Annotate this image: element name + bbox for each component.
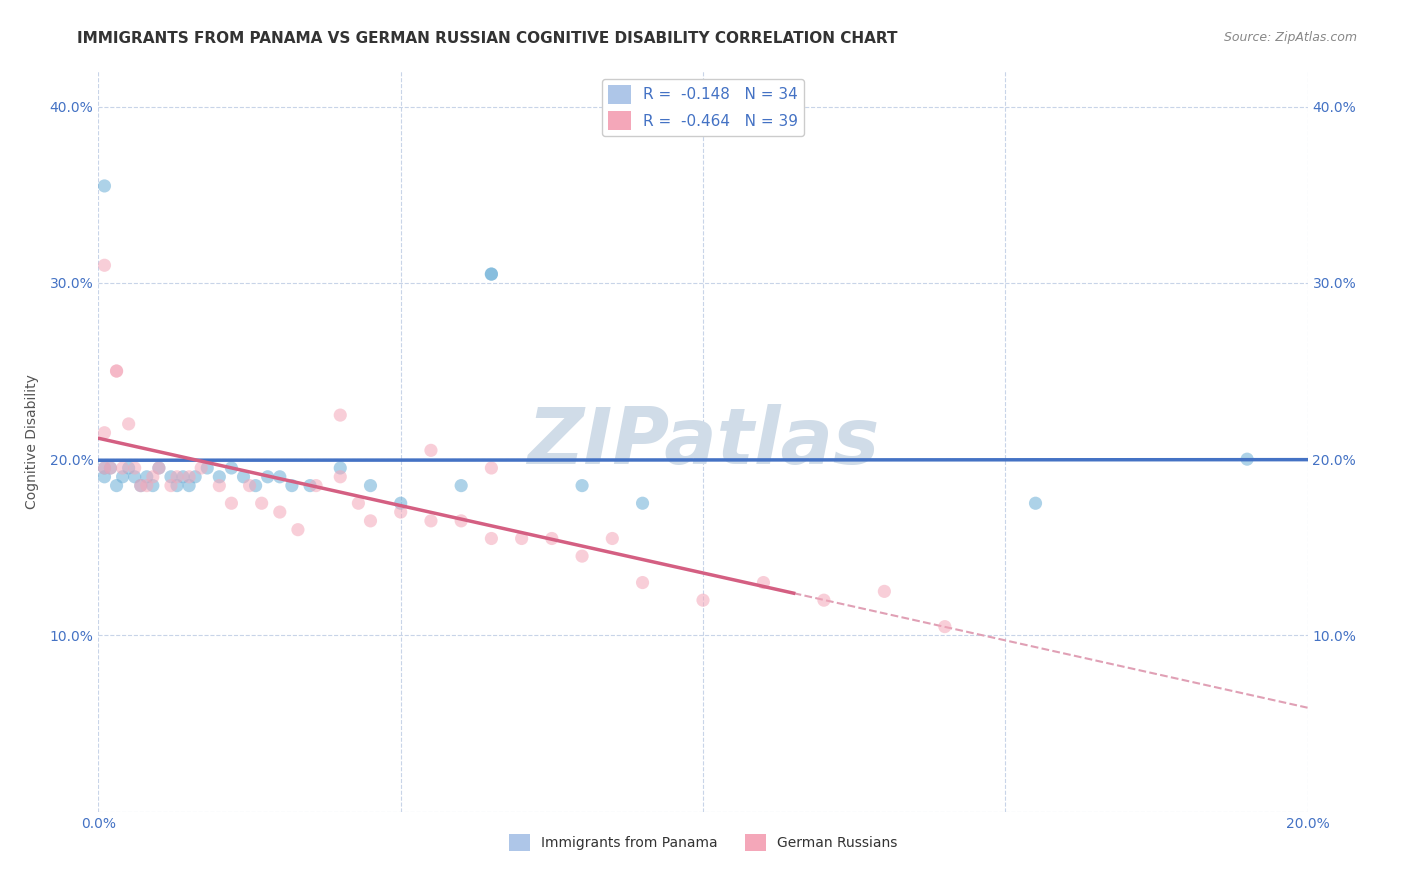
Point <box>208 470 231 484</box>
Point <box>142 478 165 492</box>
Point <box>172 470 194 484</box>
Point <box>232 470 254 484</box>
Point <box>481 532 503 546</box>
Text: ZIPatlas: ZIPatlas <box>527 403 879 480</box>
Point <box>93 258 115 272</box>
Point <box>389 505 412 519</box>
Point <box>481 267 503 281</box>
Point <box>571 549 593 563</box>
Text: IMMIGRANTS FROM PANAMA VS GERMAN RUSSIAN COGNITIVE DISABILITY CORRELATION CHART: IMMIGRANTS FROM PANAMA VS GERMAN RUSSIAN… <box>77 31 898 46</box>
Point <box>93 425 115 440</box>
Point <box>93 461 115 475</box>
Point <box>287 523 309 537</box>
Point <box>360 478 382 492</box>
Point <box>195 461 218 475</box>
Point <box>118 417 141 431</box>
Point <box>179 478 201 492</box>
Point <box>184 470 207 484</box>
Point <box>93 461 115 475</box>
Text: Source: ZipAtlas.com: Source: ZipAtlas.com <box>1223 31 1357 45</box>
Point <box>166 470 188 484</box>
Point <box>221 496 243 510</box>
Point <box>100 461 122 475</box>
Point <box>239 478 262 492</box>
Point <box>481 267 503 281</box>
Point <box>118 461 141 475</box>
Point <box>813 593 835 607</box>
Point <box>129 478 152 492</box>
Point <box>166 478 188 492</box>
Point <box>105 364 128 378</box>
Point <box>142 470 165 484</box>
Point <box>160 470 183 484</box>
Point <box>221 461 243 475</box>
Point <box>208 478 231 492</box>
Point <box>269 470 291 484</box>
Point <box>420 514 443 528</box>
Point <box>450 478 472 492</box>
Point <box>752 575 775 590</box>
Point <box>135 470 157 484</box>
Legend: Immigrants from Panama, German Russians: Immigrants from Panama, German Russians <box>503 829 903 856</box>
Point <box>631 575 654 590</box>
Point <box>179 470 201 484</box>
Point <box>100 461 122 475</box>
Y-axis label: Cognitive Disability: Cognitive Disability <box>24 374 38 509</box>
Point <box>148 461 170 475</box>
Point <box>93 178 115 193</box>
Point <box>692 593 714 607</box>
Point <box>135 478 157 492</box>
Point <box>329 470 352 484</box>
Point <box>450 514 472 528</box>
Point <box>256 470 278 484</box>
Point <box>510 532 533 546</box>
Point <box>571 478 593 492</box>
Point <box>160 478 183 492</box>
Point <box>305 478 328 492</box>
Point <box>329 461 352 475</box>
Point <box>934 619 956 633</box>
Point <box>124 470 146 484</box>
Point <box>540 532 562 546</box>
Point <box>299 478 322 492</box>
Point <box>420 443 443 458</box>
Point <box>245 478 267 492</box>
Point <box>1024 496 1046 510</box>
Point <box>148 461 170 475</box>
Point <box>360 514 382 528</box>
Point <box>481 461 503 475</box>
Point <box>111 470 134 484</box>
Point <box>111 461 134 475</box>
Point <box>347 496 370 510</box>
Point <box>389 496 412 510</box>
Point <box>124 461 146 475</box>
Point <box>129 478 152 492</box>
Point <box>190 461 212 475</box>
Point <box>602 532 624 546</box>
Point <box>281 478 304 492</box>
Point <box>329 408 352 422</box>
Point <box>873 584 896 599</box>
Point <box>269 505 291 519</box>
Point <box>105 364 128 378</box>
Point <box>250 496 273 510</box>
Point <box>93 470 115 484</box>
Point <box>1236 452 1258 467</box>
Point <box>105 478 128 492</box>
Point <box>631 496 654 510</box>
